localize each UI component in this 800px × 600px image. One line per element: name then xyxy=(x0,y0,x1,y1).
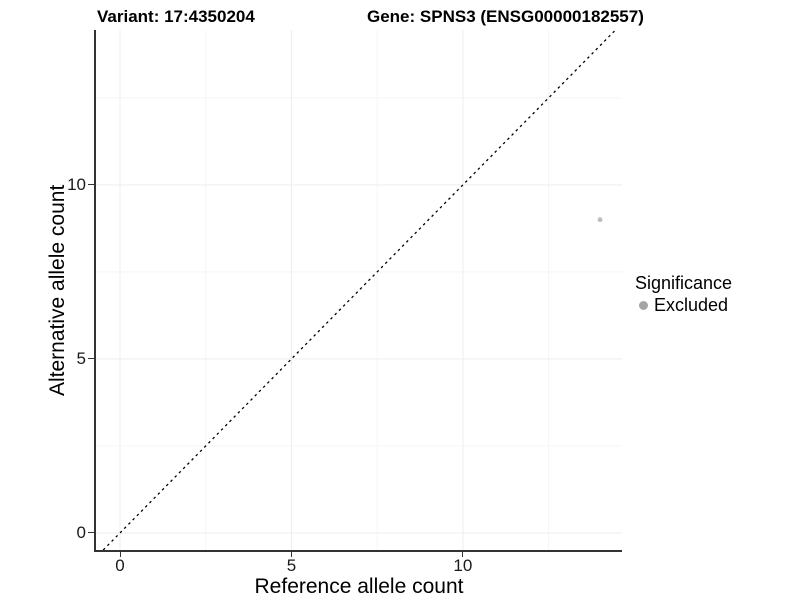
y-tick-mark xyxy=(88,358,94,360)
y-axis-title: Alternative allele count xyxy=(46,184,69,396)
y-tick-label: 0 xyxy=(76,522,86,542)
legend-title: Significance xyxy=(635,273,733,293)
y-tick-mark xyxy=(88,184,94,186)
plot-canvas xyxy=(96,30,622,550)
x-tick-label: 0 xyxy=(115,556,125,575)
identity-dashed-line xyxy=(102,30,616,550)
x-tick-mark xyxy=(290,552,292,557)
legend-item-label: Excluded xyxy=(654,295,729,315)
gene-title: Gene: SPNS3 (ENSG00000182557) xyxy=(367,7,644,26)
data-point xyxy=(597,217,603,223)
x-axis-title: Reference allele count xyxy=(254,575,464,598)
variant-title: Variant: 17:4350204 xyxy=(97,7,255,26)
legend: Significance Excluded xyxy=(635,273,732,316)
plot-panel xyxy=(94,30,622,552)
y-tick-mark xyxy=(88,532,94,534)
x-tick-mark xyxy=(462,552,464,557)
legend-key-dot-icon xyxy=(639,301,648,310)
legend-item-excluded: Excluded xyxy=(635,295,732,316)
y-tick-label: 5 xyxy=(76,348,86,368)
x-tick-mark xyxy=(119,552,121,557)
x-tick-label: 5 xyxy=(286,556,297,575)
y-tick-label: 10 xyxy=(67,174,86,194)
x-tick-label: 10 xyxy=(453,556,473,575)
